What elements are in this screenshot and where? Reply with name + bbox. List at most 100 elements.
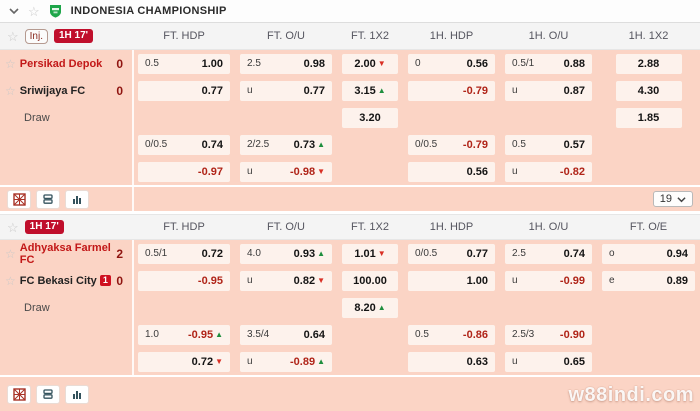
odds-ft-1x2-home[interactable]: 2.00 ▼ xyxy=(342,53,398,74)
more-markets-select[interactable]: 19 xyxy=(652,191,693,207)
odds2-ft-ou-under[interactable]: u -0.98 ▼ xyxy=(240,161,332,182)
odds-value: 0.57 xyxy=(563,138,585,151)
match-favorite-star-icon[interactable]: ☆ xyxy=(7,28,19,44)
match-2-body: ☆ Adhyaksa Farmel FC 2 ☆ FC Bekasi City … xyxy=(0,240,700,375)
team-favorite-star-icon[interactable]: ☆ xyxy=(5,83,16,98)
match-2-toolbar: w88indi.com xyxy=(0,375,700,411)
odds-ft-hdp-home[interactable]: 0.5/1 0.72 xyxy=(138,243,230,264)
odds2-1h-hdp-home[interactable]: 0.5 -0.86 xyxy=(408,324,495,345)
odds-value: 0.88 xyxy=(563,57,585,70)
odds-1h-ou-under[interactable]: u -0.99 xyxy=(505,270,592,291)
odds-1h-hdp-away[interactable]: 1.00 xyxy=(408,270,495,291)
odds-1h-ou-over[interactable]: 2.5 0.74 xyxy=(505,243,592,264)
odds2-ft-hdp-home[interactable]: 0/0.5 0.74 xyxy=(138,134,230,155)
odds-ft-1x2-draw[interactable]: 8.20 ▲ xyxy=(342,297,398,318)
odds-value: 0.82 xyxy=(293,274,316,287)
odds-ft-ou-under[interactable]: u 0.77 xyxy=(240,80,332,101)
odds-ft-ou-under[interactable]: u 0.82 ▼ xyxy=(240,270,332,291)
odds-value: 0.93 xyxy=(293,247,316,260)
match-favorite-star-icon[interactable]: ☆ xyxy=(7,219,19,235)
odds-value: 0.89 xyxy=(666,274,688,287)
odds-1h-hdp-home[interactable]: 0/0.5 0.77 xyxy=(408,243,495,264)
collapse-chevron-icon[interactable] xyxy=(9,6,19,16)
team-favorite-star-icon[interactable]: ☆ xyxy=(5,273,16,288)
stats-chart-button[interactable] xyxy=(65,384,89,404)
hdp-line: 0.5 xyxy=(415,329,429,340)
trend-up-icon: ▲ xyxy=(317,356,325,366)
odds-value: 1.85 xyxy=(637,111,660,124)
odds2-ft-hdp-away[interactable]: -0.97 xyxy=(138,161,230,182)
hdp-line: 0 xyxy=(415,58,421,69)
team-favorite-star-icon[interactable]: ☆ xyxy=(5,56,16,71)
odds-ft-ou-over[interactable]: 4.0 0.93 ▲ xyxy=(240,243,332,264)
oe-line: e xyxy=(609,275,615,286)
col-header-1h-hdp: 1H. HDP xyxy=(429,221,474,233)
odds2-1h-ou-under[interactable]: u -0.82 xyxy=(505,161,592,182)
odds-1h-ou-over[interactable]: 0.5/1 0.88 xyxy=(505,53,592,74)
odds2-ft-ou-under[interactable]: u -0.89 ▲ xyxy=(240,351,332,372)
odds-1h-hdp-home[interactable]: 0 0.56 xyxy=(408,53,495,74)
col-header-ft-hdp: FT. HDP xyxy=(163,30,205,42)
odds-ft-1x2-away[interactable]: 3.15 ▲ xyxy=(342,80,398,101)
odds-1h-1x2-home[interactable]: 2.88 xyxy=(615,53,682,74)
league-shield-icon xyxy=(49,4,62,18)
odds-value: -0.98 xyxy=(290,165,316,178)
odds2-1h-ou-under[interactable]: u 0.65 xyxy=(505,351,592,372)
odds2-ft-ou-over[interactable]: 2/2.5 0.73 ▲ xyxy=(240,134,332,155)
odds-value: 3.15 xyxy=(354,84,376,97)
odds-value: -0.95 xyxy=(197,274,223,287)
home-team-row[interactable]: ☆ Adhyaksa Farmel FC 2 xyxy=(0,240,133,267)
odds-value: 0.72 xyxy=(201,247,223,260)
hdp-line: 0/0.5 xyxy=(145,139,168,150)
odds-1h-ou-under[interactable]: u 0.87 xyxy=(505,80,592,101)
odds2-1h-ou-over[interactable]: 0.5 0.57 xyxy=(505,134,592,155)
odds-ft-hdp-home[interactable]: 0.5 1.00 xyxy=(138,53,230,74)
odds-ft-1x2-home[interactable]: 1.01 ▼ xyxy=(342,243,398,264)
bet-grid-button[interactable] xyxy=(7,384,31,404)
oe-line: o xyxy=(609,248,615,259)
odds-value: 4.30 xyxy=(637,84,660,97)
odds-value: 1.01 xyxy=(354,247,376,260)
bet-grid-button[interactable] xyxy=(7,189,31,209)
odds2-1h-hdp-away[interactable]: 0.56 xyxy=(408,161,495,182)
col-header-ft-ou: FT. O/U xyxy=(267,221,305,233)
odds-value: -0.95 xyxy=(188,328,214,341)
odds-ft-oe-odd[interactable]: o 0.94 xyxy=(602,243,695,264)
match-card-1: ☆ Inj. 1H 17' FT. HDP FT. O/U FT. 1X2 1H… xyxy=(0,23,700,211)
odds2-1h-hdp-away[interactable]: 0.63 xyxy=(408,351,495,372)
odds2-1h-ou-over[interactable]: 2.5/3 -0.90 xyxy=(505,324,592,345)
league-favorite-star-icon[interactable]: ☆ xyxy=(28,3,40,19)
odds-ft-hdp-away[interactable]: 0.77 xyxy=(138,80,230,101)
odds-ft-oe-even[interactable]: e 0.89 xyxy=(602,270,695,291)
col-header-ft-ou: FT. O/U xyxy=(267,30,305,42)
trend-up-icon: ▲ xyxy=(317,248,325,258)
odds-ft-1x2-away[interactable]: 100.00 xyxy=(342,270,398,291)
stats-chart-button[interactable] xyxy=(65,189,89,209)
odds2-ft-ou-over[interactable]: 3.5/4 0.64 xyxy=(240,324,332,345)
team-favorite-star-icon[interactable]: ☆ xyxy=(5,246,16,261)
odds-1h-1x2-draw[interactable]: 1.85 xyxy=(615,107,682,128)
away-team-row[interactable]: ☆ Sriwijaya FC 0 xyxy=(0,77,133,104)
odds-value: 0.56 xyxy=(466,165,488,178)
trend-up-icon: ▲ xyxy=(377,302,386,312)
stack-markets-button[interactable] xyxy=(36,189,60,209)
odds-value: 3.20 xyxy=(359,111,381,124)
hdp-line: 0/0.5 xyxy=(415,139,438,150)
away-team-row[interactable]: ☆ FC Bekasi City 1 0 xyxy=(0,267,133,294)
odds-value: 0.77 xyxy=(303,84,325,97)
odds2-ft-hdp-away[interactable]: 0.72 ▼ xyxy=(138,351,230,372)
odds-1h-hdp-away[interactable]: -0.79 xyxy=(408,80,495,101)
odds-value: 0.87 xyxy=(563,84,585,97)
odds-ft-1x2-draw[interactable]: 3.20 xyxy=(342,107,398,128)
ou-line: u xyxy=(247,85,253,96)
home-team-row[interactable]: ☆ Persikad Depok 0 xyxy=(0,50,133,77)
odds-ft-hdp-away[interactable]: -0.95 xyxy=(138,270,230,291)
odds2-ft-hdp-home[interactable]: 1.0 -0.95 ▲ xyxy=(138,324,230,345)
col-header-1h-ou: 1H. O/U xyxy=(528,30,569,42)
home-team-name: Adhyaksa Farmel FC xyxy=(19,241,111,266)
odds2-1h-hdp-home[interactable]: 0/0.5 -0.79 xyxy=(408,134,495,155)
odds-value: -0.86 xyxy=(462,328,488,341)
stack-markets-button[interactable] xyxy=(36,384,60,404)
odds-ft-ou-over[interactable]: 2.5 0.98 xyxy=(240,53,332,74)
odds-1h-1x2-away[interactable]: 4.30 xyxy=(615,80,682,101)
